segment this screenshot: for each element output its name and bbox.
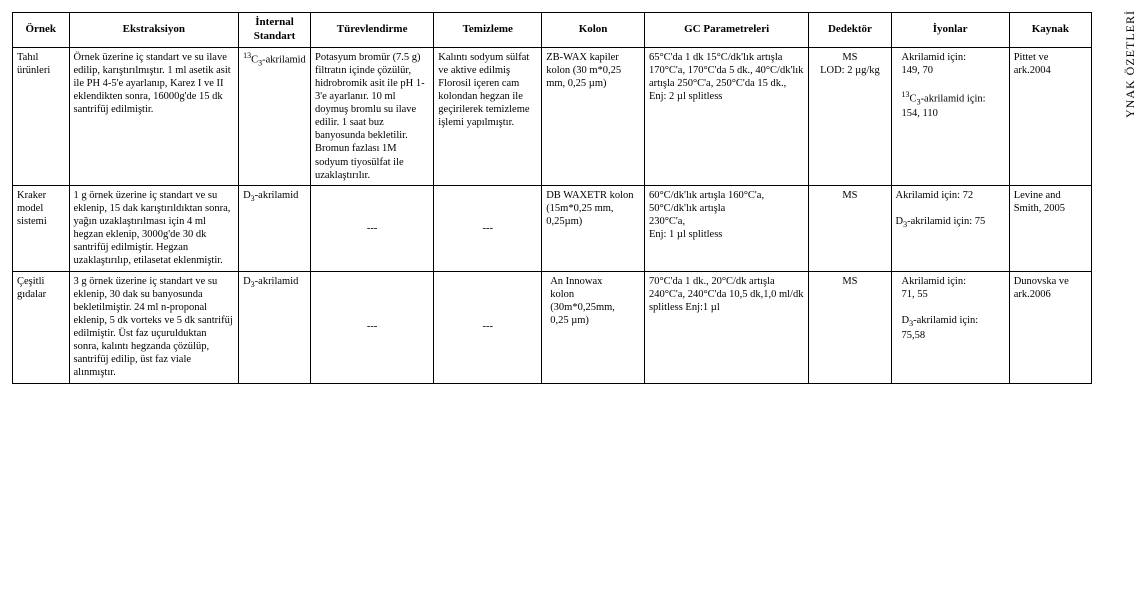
table-cell: --- xyxy=(310,185,433,271)
table-header-row: Örnek Ekstraksiyon İnternal Standart Tür… xyxy=(13,13,1092,48)
col-internal-standart: İnternal Standart xyxy=(239,13,311,48)
table-cell: An Innowaxkolon(30m*0,25mm,0,25 µm) xyxy=(542,271,645,383)
col-turevlendirme: Türevlendirme xyxy=(310,13,433,48)
table-cell: Dunovska ve ark.2006 xyxy=(1009,271,1091,383)
table-cell: ZB-WAX kapiler kolon (30 m*0,25 mm, 0,25… xyxy=(542,47,645,185)
table-cell: Akrilamid için:71, 55D3-akrilamid için:7… xyxy=(891,271,1009,383)
table-cell: 70°C'da 1 dk., 20°C/dk artışla 240°C'a, … xyxy=(644,271,808,383)
table-cell: Pittet ve ark.2004 xyxy=(1009,47,1091,185)
col-temizleme: Temizleme xyxy=(434,13,542,48)
table-cell: D3-akrilamid xyxy=(239,185,311,271)
table-cell: D3-akrilamid xyxy=(239,271,311,383)
table-cell: Tahıl ürünleri xyxy=(13,47,70,185)
table-row: Kraker model sistemi1 g örnek üzerine iç… xyxy=(13,185,1092,271)
table-cell: Kraker model sistemi xyxy=(13,185,70,271)
table-cell: Potasyum bromür (7.5 g) filtratın içinde… xyxy=(310,47,433,185)
table-cell: 65°C'da 1 dk 15°C/dk'lık artışla 170°C'a… xyxy=(644,47,808,185)
col-ornek: Örnek xyxy=(13,13,70,48)
table-cell: MSLOD: 2 µg/kg xyxy=(809,47,891,185)
col-iyonlar: İyonlar xyxy=(891,13,1009,48)
table-cell: 1 g örnek üzerine iç standart ve su ekle… xyxy=(69,185,239,271)
table-cell: Örnek üzerine iç standart ve su ilave ed… xyxy=(69,47,239,185)
table-row: Çeşitli gıdalar3 g örnek üzerine iç stan… xyxy=(13,271,1092,383)
table-cell: Akrilamid için: 72D3-akrilamid için: 75 xyxy=(891,185,1009,271)
col-gc-parametreleri: GC Parametreleri xyxy=(644,13,808,48)
col-kolon: Kolon xyxy=(542,13,645,48)
table-row: Tahıl ürünleriÖrnek üzerine iç standart … xyxy=(13,47,1092,185)
table-cell: MS xyxy=(809,185,891,271)
table-cell: --- xyxy=(434,185,542,271)
table-cell: Akrilamid için:149, 7013C3-akrilamid içi… xyxy=(891,47,1009,185)
table-cell: Levine and Smith, 2005 xyxy=(1009,185,1091,271)
table-cell: 60°C/dk'lık artışla 160°C'a,50°C/dk'lık … xyxy=(644,185,808,271)
col-dedektor: Dedektör xyxy=(809,13,891,48)
col-kaynak: Kaynak xyxy=(1009,13,1091,48)
table-cell: --- xyxy=(434,271,542,383)
table-cell: 3 g örnek üzerine iç standart ve su ekle… xyxy=(69,271,239,383)
table-cell: --- xyxy=(310,271,433,383)
table-cell: Kalıntı sodyum sülfat ve aktive edilmiş … xyxy=(434,47,542,185)
table-cell: Çeşitli gıdalar xyxy=(13,271,70,383)
side-heading: YNAK ÖZETLERİ xyxy=(1123,10,1138,118)
table-cell: DB WAXETR kolon (15m*0,25 mm, 0,25µm) xyxy=(542,185,645,271)
table-cell: MS xyxy=(809,271,891,383)
table-cell: 13C3-akrilamid xyxy=(239,47,311,185)
methods-table: Örnek Ekstraksiyon İnternal Standart Tür… xyxy=(12,12,1092,384)
col-ekstraksiyon: Ekstraksiyon xyxy=(69,13,239,48)
